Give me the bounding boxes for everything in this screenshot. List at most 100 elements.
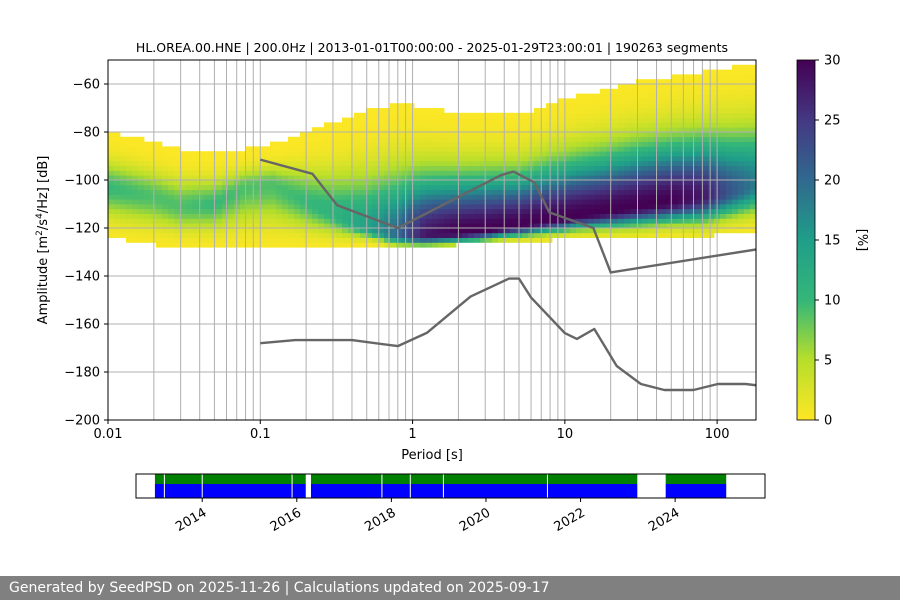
heatmap-cell <box>696 98 703 104</box>
heatmap-cell <box>108 204 115 210</box>
heatmap-cell <box>150 184 157 190</box>
heatmap-cell <box>132 175 139 181</box>
heatmap-cell <box>618 108 625 114</box>
heatmap-cell <box>126 170 133 176</box>
heatmap-cell <box>750 189 756 195</box>
heatmap-cell <box>318 218 325 224</box>
heatmap-cell <box>720 127 727 133</box>
heatmap-cell <box>504 228 511 234</box>
heatmap-cell <box>630 151 637 157</box>
heatmap-cell <box>150 232 157 238</box>
heatmap-cell <box>168 165 175 171</box>
heatmap-cell <box>576 112 583 118</box>
heatmap-cell <box>492 122 499 128</box>
heatmap-cell <box>162 189 169 195</box>
heatmap-cell <box>354 151 361 157</box>
heatmap-cell <box>438 151 445 157</box>
heatmap-cell <box>744 74 751 80</box>
heatmap-cell <box>666 108 673 114</box>
heatmap-cell <box>438 232 445 238</box>
heatmap-cell <box>594 194 601 200</box>
heatmap-cell <box>612 108 619 114</box>
heatmap-cell <box>498 170 505 176</box>
heatmap-cell <box>120 146 127 152</box>
heatmap-cell <box>462 228 469 234</box>
heatmap-cell <box>108 151 115 157</box>
heatmap-cell <box>150 180 157 186</box>
heatmap-cell <box>204 175 211 181</box>
heatmap-cell <box>348 165 355 171</box>
heatmap-cell <box>192 237 199 243</box>
heatmap-cell <box>432 146 439 152</box>
heatmap-cell <box>294 170 301 176</box>
heatmap-cell <box>174 194 181 200</box>
heatmap-cell <box>222 223 229 229</box>
heatmap-cell <box>300 218 307 224</box>
heatmap-cell <box>480 199 487 205</box>
heatmap-cell <box>486 208 493 214</box>
heatmap-cell <box>606 165 613 171</box>
heatmap-cell <box>738 112 745 118</box>
heatmap-cell <box>282 175 289 181</box>
heatmap-cell <box>522 151 529 157</box>
availability-span <box>310 474 638 484</box>
heatmap-cell <box>426 112 433 118</box>
heatmap-cell <box>606 151 613 157</box>
heatmap-cell <box>486 213 493 219</box>
heatmap-cell <box>726 175 733 181</box>
heatmap-cell <box>432 165 439 171</box>
heatmap-cell <box>654 79 661 85</box>
heatmap-cell <box>294 184 301 190</box>
heatmap-cell <box>708 189 715 195</box>
heatmap-cell <box>420 199 427 205</box>
heatmap-cell <box>582 213 589 219</box>
heatmap-cell <box>414 127 421 133</box>
heatmap-cell <box>522 132 529 138</box>
heatmap-cell <box>696 103 703 109</box>
heatmap-cell <box>120 156 127 162</box>
heatmap-cell <box>654 208 661 214</box>
heatmap-cell <box>558 223 565 229</box>
heatmap-cell <box>702 136 709 142</box>
heatmap-cell <box>606 122 613 128</box>
heatmap-cell <box>636 108 643 114</box>
heatmap-cell <box>132 204 139 210</box>
heatmap-cell <box>576 199 583 205</box>
heatmap-cell <box>744 213 751 219</box>
heatmap-cell <box>222 151 229 157</box>
heatmap-cell <box>636 228 643 234</box>
heatmap-cell <box>390 184 397 190</box>
heatmap-cell <box>456 170 463 176</box>
heatmap-cell <box>150 160 157 166</box>
heatmap-cell <box>360 199 367 205</box>
heatmap-cell <box>744 132 751 138</box>
colorbar-label: [%] <box>854 229 869 252</box>
heatmap-cell <box>210 232 217 238</box>
heatmap-cell <box>666 208 673 214</box>
heatmap-cell <box>720 146 727 152</box>
heatmap-cell <box>318 146 325 152</box>
heatmap-cell <box>258 228 265 234</box>
heatmap-cell <box>570 160 577 166</box>
heatmap-cell <box>558 175 565 181</box>
heatmap-cell <box>222 194 229 200</box>
heatmap-cell <box>228 218 235 224</box>
heatmap-cell <box>738 180 745 186</box>
heatmap-cell <box>324 151 331 157</box>
heatmap-cell <box>234 228 241 234</box>
heatmap-cell <box>264 199 271 205</box>
heatmap-cell <box>546 141 553 147</box>
heatmap-cell <box>156 141 163 147</box>
heatmap-cell <box>162 170 169 176</box>
heatmap-cell <box>426 199 433 205</box>
heatmap-cell <box>414 160 421 166</box>
heatmap-cell <box>462 237 469 243</box>
heatmap-cell <box>504 151 511 157</box>
heatmap-cell <box>576 146 583 152</box>
heatmap-cell <box>732 189 739 195</box>
heatmap-cell <box>342 213 349 219</box>
heatmap-cell <box>744 223 751 229</box>
heatmap-cell <box>204 199 211 205</box>
heatmap-cell <box>576 103 583 109</box>
heatmap-cell <box>558 141 565 147</box>
